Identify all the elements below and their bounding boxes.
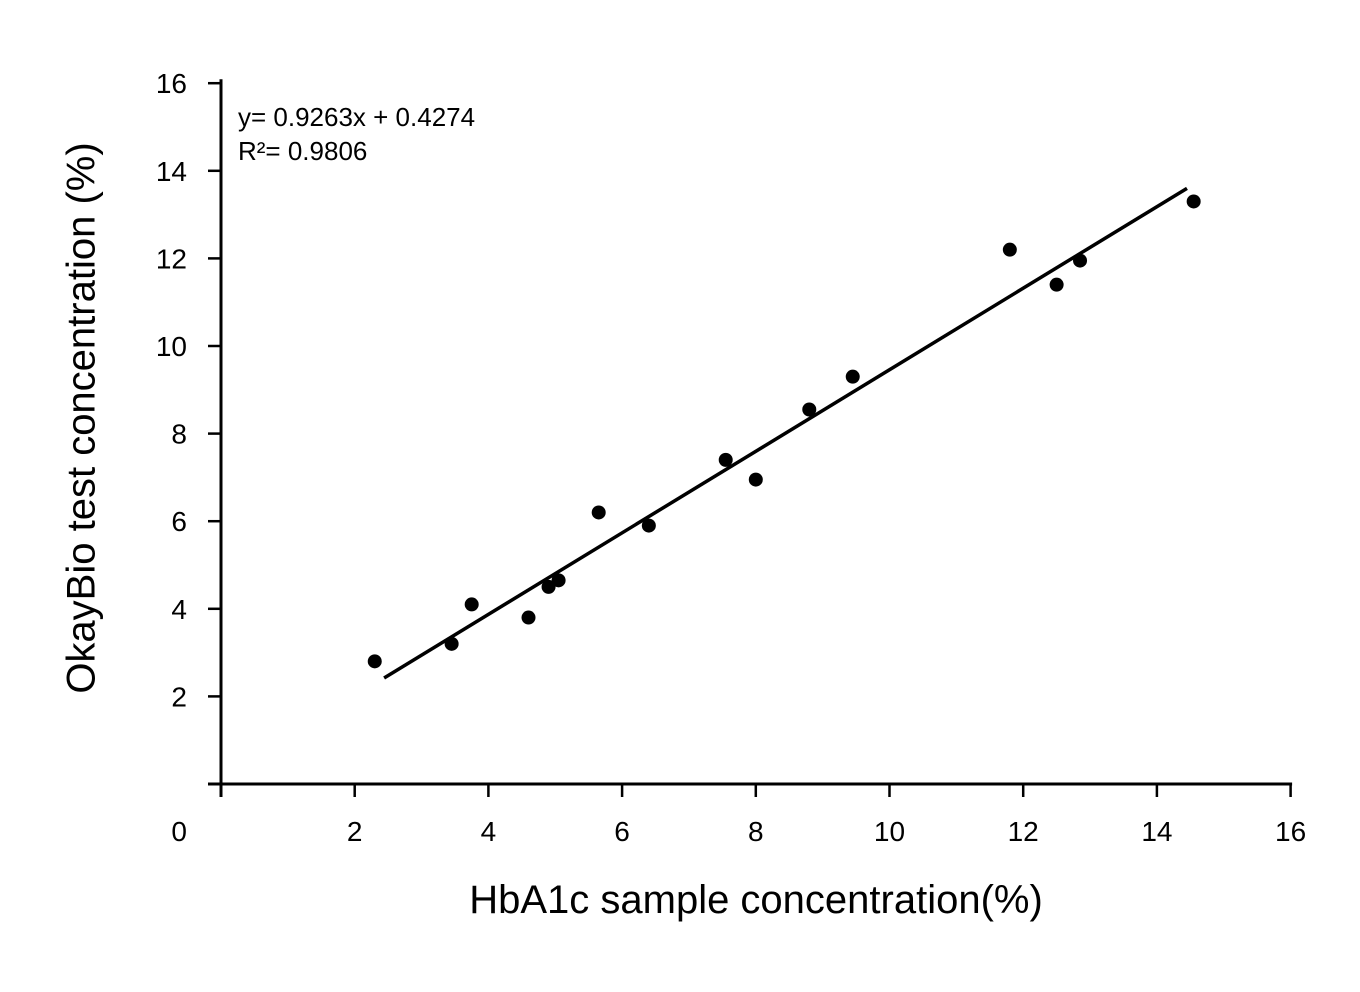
y-tick-label: 4 bbox=[171, 594, 187, 625]
x-tick-label: 4 bbox=[481, 816, 497, 847]
data-point bbox=[845, 369, 860, 384]
origin-tick-label: 0 bbox=[171, 816, 187, 847]
data-point bbox=[1002, 242, 1017, 257]
data-point bbox=[551, 573, 566, 588]
y-tick-label: 8 bbox=[171, 419, 187, 450]
x-tick-label: 6 bbox=[614, 816, 630, 847]
data-point bbox=[464, 597, 479, 612]
data-point bbox=[1049, 277, 1064, 292]
data-point bbox=[802, 402, 817, 417]
y-tick-label: 6 bbox=[171, 506, 187, 537]
y-axis-title: OkayBio test concentration (%) bbox=[59, 142, 104, 694]
data-point bbox=[367, 654, 382, 669]
x-axis-title: HbA1c sample concentration(%) bbox=[469, 878, 1043, 922]
x-tick-label: 10 bbox=[874, 816, 905, 847]
y-tick-label: 14 bbox=[156, 156, 187, 187]
y-tick-label: 2 bbox=[171, 681, 187, 712]
x-tick-label: 16 bbox=[1275, 816, 1306, 847]
data-point bbox=[1186, 194, 1201, 209]
trendline-annotation: y= 0.9263x + 0.4274 R²= 0.9806 bbox=[238, 100, 475, 168]
trendline bbox=[383, 186, 1188, 680]
y-tick-label: 12 bbox=[156, 243, 187, 274]
data-point bbox=[541, 579, 556, 594]
data-point bbox=[591, 505, 606, 520]
data-point bbox=[748, 472, 763, 487]
data-point bbox=[521, 610, 536, 625]
data-point bbox=[718, 452, 733, 467]
x-tick-label: 8 bbox=[748, 816, 764, 847]
y-tick-label: 10 bbox=[156, 331, 187, 362]
x-tick-label: 12 bbox=[1008, 816, 1039, 847]
r-squared-text: R²= 0.9806 bbox=[238, 136, 368, 166]
y-tick-label: 16 bbox=[156, 68, 187, 99]
trendline-equation-text: y= 0.9263x + 0.4274 bbox=[238, 102, 476, 132]
x-tick-label: 14 bbox=[1141, 816, 1172, 847]
x-tick-label: 2 bbox=[347, 816, 363, 847]
data-point bbox=[641, 518, 656, 533]
